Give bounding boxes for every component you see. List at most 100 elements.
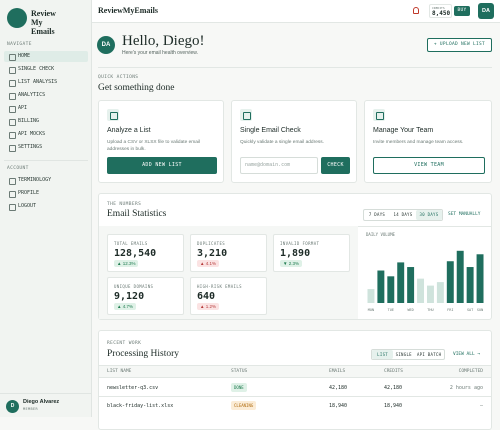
x-tick-label: MON [368,308,374,312]
tile-delta: ▲ 4.7% [114,303,136,310]
upload-button[interactable]: + UPLOAD NEW LIST [427,38,492,52]
eyebrow: RECENT WORK [107,341,142,346]
nav-item[interactable]: LIST ANALYSIS [4,77,88,88]
tile-label: INVALID FORMAT [280,241,320,246]
hero-subtitle: Here's your email health overview. [122,50,198,56]
cell: 2 hours ago [449,385,483,391]
brand: Review My Emails [31,9,56,36]
tile-value: 640 [197,291,216,302]
column-header: CREDITS [384,369,403,374]
cell[interactable]: black-friday-list.xlsx [107,403,174,409]
cell: 18,940 [329,403,348,409]
stat-tile: TOTAL EMAILS 128,540 ▲ 12.3% [107,234,184,272]
tab[interactable]: API BATCH [416,352,442,357]
card-title: Analyze a List [107,127,151,134]
user-name: Diego Alvarez [23,399,60,405]
card-text: Quickly validate a single email address. [240,140,324,145]
bar [466,267,474,303]
nav-item[interactable]: API MOCKS [4,129,88,140]
card-text: Invite members and manage team access. [373,140,464,145]
tab[interactable]: LIST [372,350,394,359]
credits: CREDITS 8,450 [429,4,452,18]
history-panel: RECENT WORK Processing History LIST SING… [98,330,492,430]
divider [4,160,88,161]
nav-item[interactable]: SINGLE CHECK [4,64,88,75]
bar [387,276,395,303]
eyebrow: THE NUMBERS [107,202,142,207]
user-avatar[interactable]: D [6,400,19,413]
tile-label: TOTAL EMAILS [114,241,148,246]
range-option[interactable]: 7 DAYS [368,212,386,217]
bell-icon[interactable] [413,7,419,14]
nav-item[interactable]: TERMINOLOGY [4,175,88,186]
range-option[interactable]: 14 DAYS [393,212,413,217]
table-header [99,365,491,378]
card-button[interactable]: VIEW TEAM [373,157,485,174]
tab[interactable]: SINGLE [395,352,412,357]
nav-item[interactable]: PROFILE [4,188,88,199]
account-heading: ACCOUNT [7,166,29,171]
bar [417,278,425,303]
cell: 42,180 [329,385,348,391]
action-card: Analyze a List Upload a CSV or XLSX file… [98,100,224,183]
x-tick-label: THU [427,308,433,312]
chart-title: DAILY VOLUME [366,232,395,237]
x-tick-label: WED [407,308,413,312]
eyebrow: QUICK ACTIONS [98,75,139,80]
bar [397,262,405,303]
section-title: Get something done [98,83,175,93]
stat-tile: UNIQUE DOMAINS 9,120 ▲ 4.7% [107,277,184,315]
tile-label: HIGH-RISK EMAILS [197,284,242,289]
credits-value: 8,450 [432,10,451,17]
stat-tile: HIGH-RISK EMAILS 640 ▲ 1.2% [190,277,267,315]
hero-avatar: DA [97,36,115,54]
set-manually[interactable]: SET MANUALLY [448,212,481,217]
bar [436,282,444,303]
cell: 42,180 [384,385,403,391]
range-option[interactable]: 30 DAYS [416,210,442,220]
nav-item[interactable]: SETTINGS [4,142,88,153]
nav-item[interactable]: API [4,103,88,114]
bar [407,267,415,303]
column-header: STATUS [231,369,248,374]
tile-delta: ▲ 4.1% [197,260,219,267]
view-all[interactable]: VIEW ALL → [453,352,481,357]
x-tick-label: TUE [388,308,394,312]
divider [0,393,92,394]
nav-item[interactable]: LOGOUT [4,201,88,212]
tile-value: 1,890 [280,248,311,259]
email-input[interactable]: name@domain.com [240,157,318,174]
action-card: Manage Your Team Invite members and mana… [364,100,492,183]
bar [426,285,434,303]
row-divider [99,396,491,397]
card-button[interactable]: ADD NEW LIST [107,157,217,174]
cell: 18,940 [384,403,403,409]
bar [377,270,385,303]
bar [456,250,464,303]
nav-item[interactable]: BILLING [4,116,88,127]
tile-value: 9,120 [114,291,145,302]
nav-item[interactable]: HOME [4,51,88,62]
icon [240,109,252,121]
check-button[interactable]: CHECK [321,157,350,174]
section-title: Email Statistics [107,209,167,219]
tile-delta: ▲ 12.3% [114,260,139,267]
bar [446,261,454,303]
status-badge: CLEANING [231,401,257,410]
top-avatar[interactable]: DA [478,3,494,19]
history-tabs: LIST SINGLE API BATCH [371,349,445,360]
user-role: MEMBER [23,407,39,411]
column-header: LIST NAME [107,369,132,374]
nav-heading: NAVIGATE [7,42,32,47]
x-tick-label: SAT [467,308,474,312]
tile-delta: ▼ 2.3% [280,260,302,267]
buy-button[interactable]: BUY [454,6,470,16]
top-brand: ReviewMyEmails [98,6,158,15]
bar [476,254,484,303]
credits-label: CREDITS [432,6,445,10]
tile-delta: ▲ 1.2% [197,303,219,310]
column-header: EMAILS [329,369,346,374]
nav-item[interactable]: ANALYTICS [4,90,88,101]
cell[interactable]: newsletter-q3.csv [107,385,159,391]
